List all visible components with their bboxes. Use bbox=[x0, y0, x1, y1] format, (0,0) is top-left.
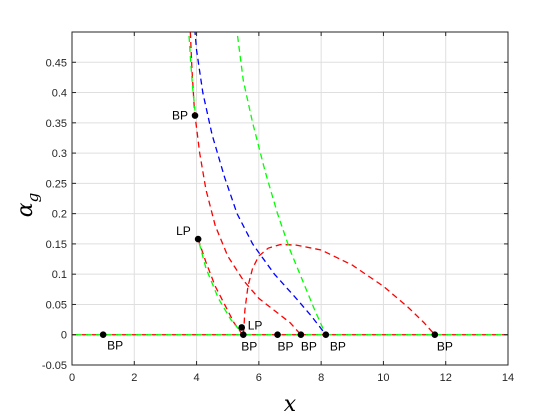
series-0-segment-3 bbox=[242, 243, 436, 336]
series-2-segment-1 bbox=[188, 32, 196, 111]
y-tick-label: 0.1 bbox=[52, 269, 67, 281]
axes-frame bbox=[71, 31, 509, 366]
bifurcation-point bbox=[239, 331, 247, 339]
bifurcation-label: BP bbox=[437, 340, 453, 354]
bifurcation-point bbox=[191, 112, 199, 119]
bifurcation-point bbox=[297, 331, 305, 339]
series-0-segment-2 bbox=[197, 238, 244, 336]
bifurcation-label: LP bbox=[176, 224, 191, 238]
bifurcation-point bbox=[322, 331, 330, 339]
y-axis-label: αg bbox=[13, 193, 42, 217]
y-tick-label: 0 bbox=[61, 330, 67, 342]
x-tick-label: 8 bbox=[318, 372, 324, 384]
bifurcation-point bbox=[238, 324, 246, 331]
y-tick-label: 0.45 bbox=[46, 57, 67, 69]
bifurcation-label: BP bbox=[278, 340, 294, 354]
y-tick-label: 0.35 bbox=[46, 118, 67, 130]
bifurcation-points: BP BP BP BP BP BP BP LP LP bbox=[99, 109, 453, 354]
bifurcation-label: LP bbox=[248, 318, 263, 332]
bifurcation-point bbox=[99, 331, 107, 339]
bifurcation-label: BP bbox=[330, 340, 346, 354]
y-tick-label: -0.05 bbox=[42, 360, 67, 372]
x-tick-label: 12 bbox=[440, 372, 452, 384]
x-axis-label: x bbox=[284, 392, 297, 417]
x-tick-label: 14 bbox=[502, 372, 514, 384]
series-2-segment-3 bbox=[236, 32, 327, 335]
y-tick-label: 0.15 bbox=[46, 239, 67, 251]
x-tick-label: 6 bbox=[256, 372, 262, 384]
x-tick-label: 0 bbox=[69, 372, 75, 384]
y-tick-label: 0.3 bbox=[52, 148, 67, 160]
y-ticks: -0.05 0 0.05 0.1 0.15 0.2 0.25 0.3 0.35 0.4 0.45 bbox=[42, 57, 508, 372]
x-ticks: 0 2 4 6 8 10 12 14 bbox=[69, 32, 514, 384]
x-tick-label: 10 bbox=[377, 372, 389, 384]
grid bbox=[71, 32, 509, 366]
x-tick-label: 4 bbox=[194, 372, 200, 384]
x-tick-label: 2 bbox=[131, 372, 137, 384]
bifurcation-label: BP bbox=[301, 340, 317, 354]
y-tick-label: 0.05 bbox=[46, 299, 67, 311]
bifurcation-point bbox=[431, 331, 439, 339]
bifurcation-point bbox=[274, 331, 281, 339]
y-tick-label: 0.4 bbox=[52, 88, 67, 100]
y-tick-label: 0.2 bbox=[52, 209, 67, 221]
bifurcation-label: BP bbox=[107, 339, 123, 353]
bifurcation-label: BP bbox=[241, 340, 257, 354]
axes-box bbox=[71, 31, 509, 366]
series-2-segment-2 bbox=[197, 238, 244, 336]
bifurcation-point bbox=[194, 235, 202, 243]
y-tick-label: 0.25 bbox=[46, 178, 67, 190]
series-1-segment-0 bbox=[194, 32, 327, 336]
y-axis-label-main: α bbox=[13, 202, 38, 217]
bifurcation-label: BP bbox=[172, 109, 188, 123]
series-0-segment-1 bbox=[189, 32, 302, 336]
y-axis-label-subscript: g bbox=[24, 193, 42, 203]
